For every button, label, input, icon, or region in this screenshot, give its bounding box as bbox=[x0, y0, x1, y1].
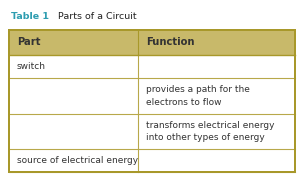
Text: transforms electrical energy
into other types of energy: transforms electrical energy into other … bbox=[146, 121, 275, 142]
Bar bbox=[9, 30, 295, 172]
Bar bbox=[9, 30, 295, 55]
Text: provides a path for the
electrons to flow: provides a path for the electrons to flo… bbox=[146, 86, 250, 107]
Text: Table 1: Table 1 bbox=[11, 12, 49, 21]
Text: Parts of a Circuit: Parts of a Circuit bbox=[52, 12, 136, 21]
Text: Function: Function bbox=[146, 37, 195, 47]
Text: source of electrical energy: source of electrical energy bbox=[17, 156, 138, 165]
Bar bbox=[9, 30, 295, 172]
Text: switch: switch bbox=[17, 62, 46, 71]
Text: Part: Part bbox=[17, 37, 40, 47]
